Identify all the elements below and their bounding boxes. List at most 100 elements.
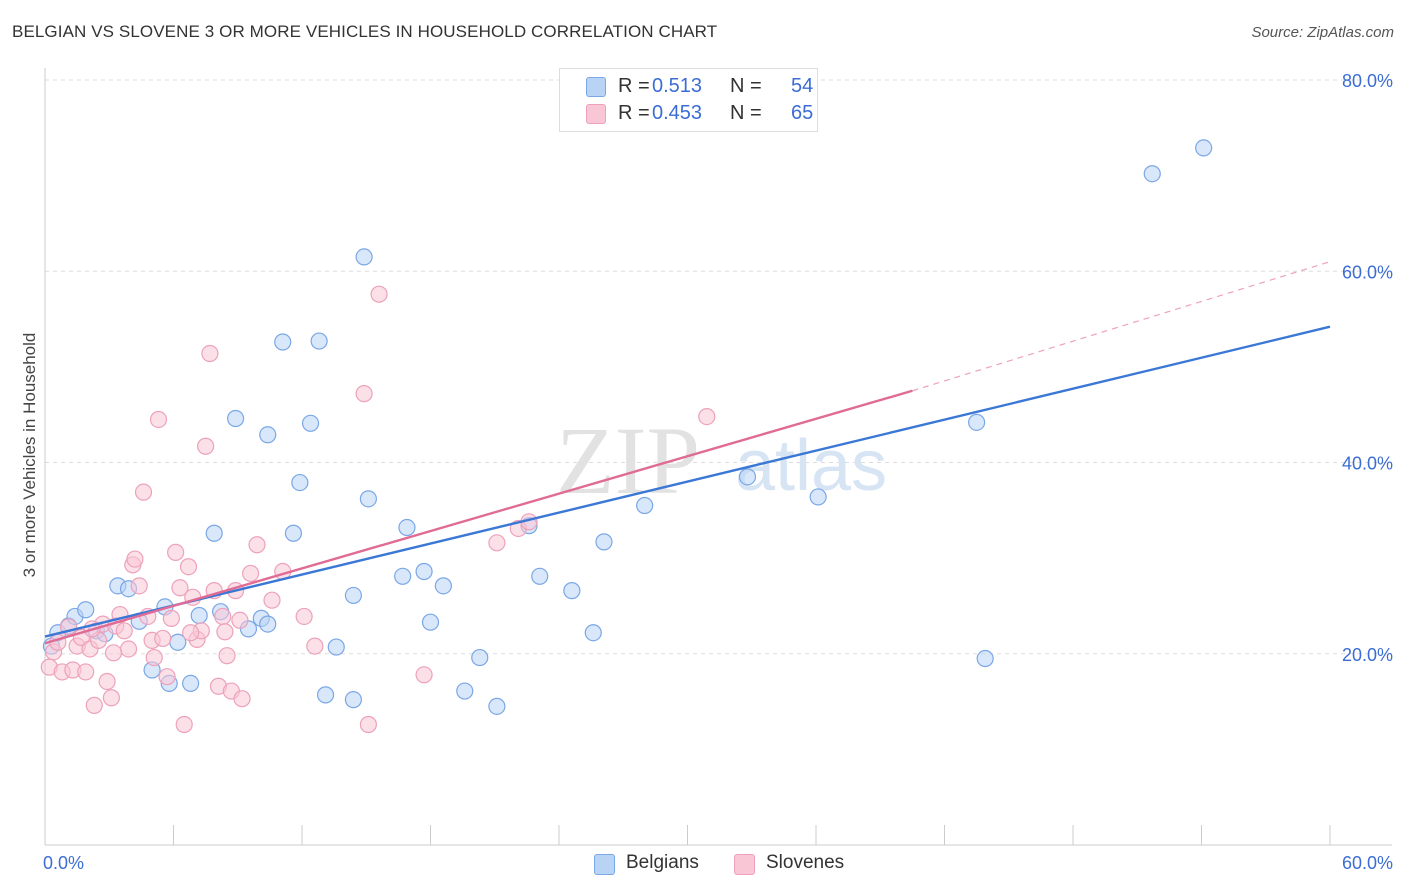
slovenes-point — [77, 663, 95, 681]
slovenes-point — [158, 668, 176, 686]
n-label: N = — [730, 102, 762, 124]
x-tick-label: 60.0% — [1342, 853, 1393, 873]
slovenes-point — [263, 591, 281, 609]
belgians-point — [344, 586, 362, 605]
slovenes-point — [134, 483, 153, 501]
tick-labels: 20.0% 40.0% 60.0% 80.0% 0.0% 60.0% — [43, 71, 1393, 873]
belgians-point — [259, 615, 277, 633]
slovenes-point — [359, 715, 377, 734]
slovenes-point — [216, 623, 234, 641]
slovenes-point — [182, 624, 200, 642]
belgians-point — [355, 248, 373, 266]
slovenes-point — [162, 609, 180, 627]
y-tick-label: 80.0% — [1342, 71, 1393, 91]
slovenes-legend-swatch — [734, 854, 755, 875]
slovenes-n-value: 65 — [791, 102, 814, 124]
slovenes-point — [145, 648, 163, 667]
slovenes-point — [130, 577, 148, 595]
belgians-point — [1195, 139, 1213, 157]
slovenes-point — [295, 607, 313, 626]
belgians-point — [274, 333, 292, 351]
correlation-legend: R = 0.513 N = 54 R = 0.453 N = 65 — [559, 68, 818, 132]
belgians-point — [471, 648, 489, 667]
x-tick-label: 0.0% — [43, 853, 84, 873]
belgians-trend-line — [44, 325, 1331, 638]
belgians-point — [310, 332, 328, 350]
belgians-point — [291, 473, 309, 492]
belgians-point — [301, 414, 320, 432]
belgians-point — [394, 567, 412, 585]
belgians-point — [456, 682, 474, 700]
slovenes-r-value: 0.453 — [652, 102, 703, 124]
slovenes-point — [201, 344, 219, 363]
belgians-r-value: 0.513 — [652, 75, 703, 97]
slovenes-point — [197, 437, 215, 455]
slovenes-point — [231, 611, 249, 629]
slovenes-point — [214, 607, 232, 626]
slovenes-point — [102, 689, 120, 707]
belgians-point — [531, 567, 549, 585]
belgians-swatch — [586, 77, 606, 97]
belgians-point — [259, 426, 277, 444]
belgians-point — [205, 524, 223, 542]
belgians-point — [182, 674, 200, 692]
belgians-point — [434, 577, 452, 595]
y-tick-label: 20.0% — [1342, 645, 1393, 665]
slovenes-point — [370, 285, 388, 303]
trend-lines — [44, 261, 1331, 645]
belgians-point — [584, 624, 602, 642]
slovenes-point — [126, 550, 144, 568]
chart-title: BELGIAN VS SLOVENE 3 OR MORE VEHICLES IN… — [12, 22, 718, 41]
belgians-n-value: 54 — [791, 75, 814, 97]
belgians-point — [636, 496, 654, 515]
belgians-point — [809, 488, 827, 506]
grid-lines — [45, 79, 1392, 655]
belgians-point — [976, 649, 994, 668]
belgians-point — [284, 524, 303, 542]
slovenes-point — [171, 579, 189, 597]
slovenes-point — [85, 696, 103, 714]
belgians-point — [563, 582, 581, 600]
belgians-point — [316, 686, 335, 704]
belgians-point — [327, 638, 345, 656]
slovenes-point — [415, 666, 433, 684]
slovenes-swatch — [586, 104, 606, 124]
watermark-zip: ZIP — [556, 407, 700, 514]
belgians-point — [344, 691, 362, 709]
belgians-point — [359, 490, 377, 508]
slovenes-point — [248, 536, 266, 554]
slovenes-point — [104, 644, 123, 662]
belgians-point — [595, 533, 613, 551]
belgians-legend-label: Belgians — [626, 852, 699, 873]
axes — [44, 68, 1392, 846]
slovenes-point — [119, 640, 138, 658]
slovenes-point — [218, 647, 236, 665]
belgians-point — [1143, 165, 1161, 183]
source-label: Source: ZipAtlas.com — [1251, 24, 1394, 41]
belgians-legend-swatch — [594, 854, 615, 875]
y-tick-label: 40.0% — [1342, 454, 1393, 474]
belgians-point — [190, 606, 208, 625]
slovenes-point — [233, 690, 251, 708]
slovenes-point — [167, 543, 185, 561]
belgians-point — [227, 409, 245, 428]
slovenes-point — [98, 672, 116, 691]
belgians-point — [77, 601, 95, 619]
slovenes-trend-line — [44, 389, 913, 645]
slovenes-point — [175, 715, 193, 734]
slovenes-point — [355, 385, 373, 403]
slovenes-point — [115, 622, 133, 640]
slovenes-point — [242, 564, 260, 583]
slovenes-legend-label: Slovenes — [766, 852, 845, 873]
slovenes-point — [154, 629, 172, 648]
r-label: R = — [618, 102, 650, 124]
r-label: R = — [618, 75, 650, 97]
belgians-point — [415, 562, 433, 581]
belgians-point — [421, 613, 440, 631]
slovenes-point — [179, 558, 198, 576]
belgians-point — [488, 697, 506, 715]
y-tick-label: 60.0% — [1342, 262, 1393, 282]
slovenes-trend-extension — [912, 261, 1331, 392]
slovenes-point — [149, 410, 168, 429]
